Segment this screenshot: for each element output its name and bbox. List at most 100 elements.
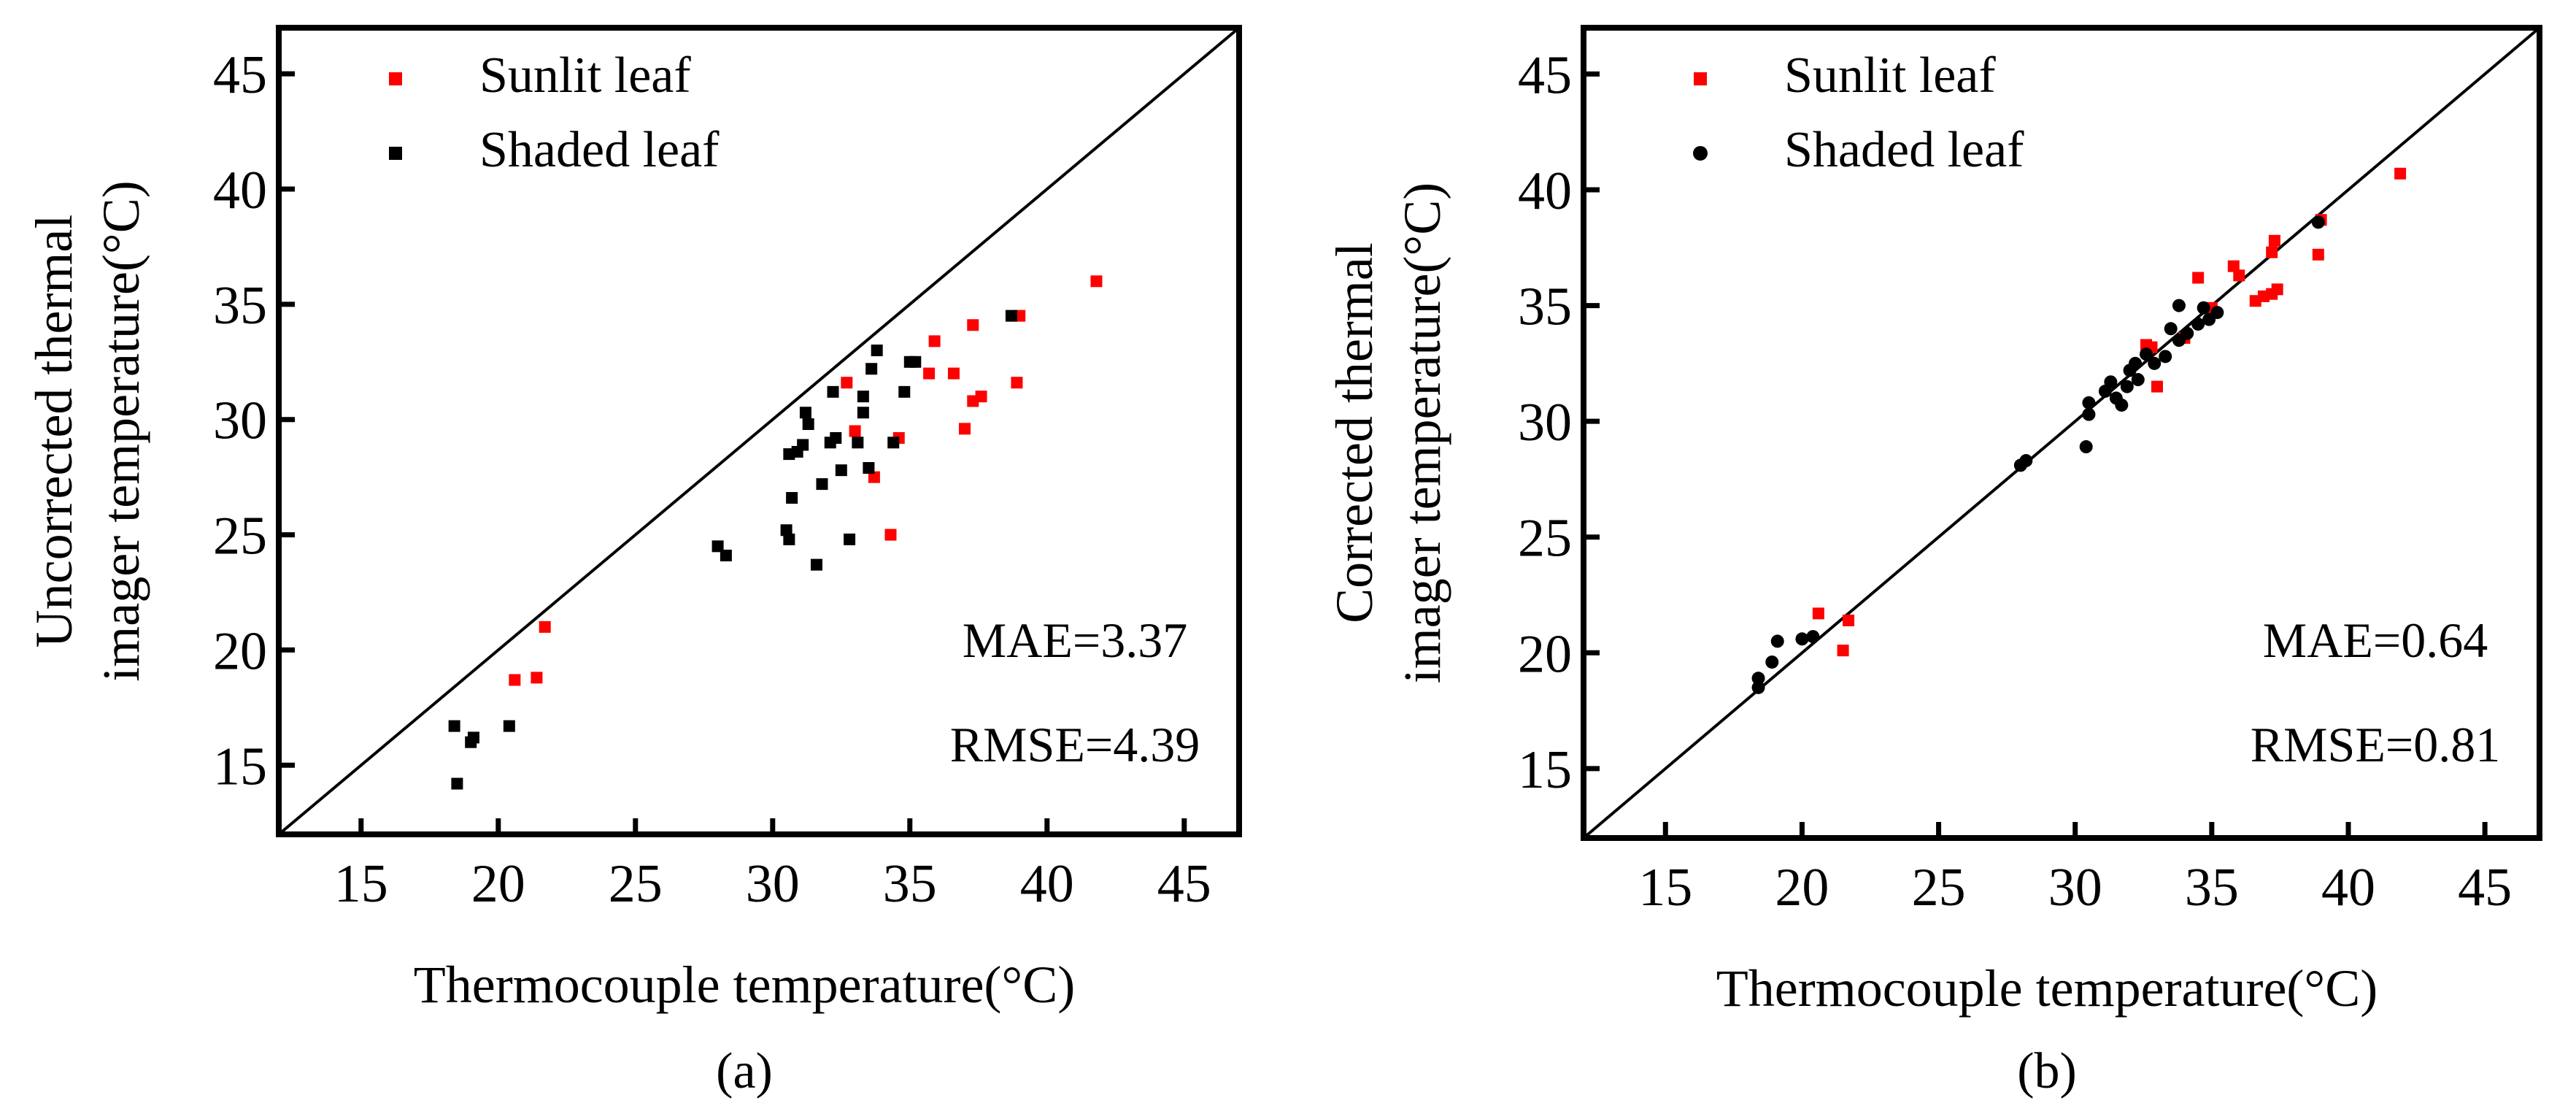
x-tick-label: 45: [1157, 854, 1211, 914]
data-point: [451, 777, 463, 790]
x-tick-label: 15: [334, 854, 388, 914]
data-point: [2082, 396, 2096, 410]
data-point: [923, 367, 936, 380]
data-point: [868, 471, 880, 483]
one-to-one-line: [1582, 26, 2541, 839]
data-point: [720, 549, 732, 561]
data-point: [2140, 347, 2153, 361]
data-point: [2019, 454, 2033, 468]
y-tick-label: 40: [1518, 161, 1572, 221]
tick-group: 15 20 25 30 35 40 45 15 20 25 30 35 40 45: [1518, 45, 2512, 918]
data-point: [2159, 350, 2172, 364]
data-point: [849, 425, 861, 437]
data-point: [1090, 275, 1103, 288]
panel-label: (b): [2017, 1043, 2077, 1099]
data-point: [816, 478, 828, 491]
data-point: [2151, 380, 2163, 393]
data-point: [1751, 672, 1765, 685]
y-tick-label: 25: [213, 507, 267, 566]
y-tick-label: 15: [213, 737, 267, 796]
scatter-panel-b: 15 20 25 30 35 40 45 15 20 25 30 35 40 45 Sunlit leaf…: [1325, 25, 2542, 1099]
y-tick-label: 35: [1518, 277, 1572, 337]
tick-group: 15 20 25 30 35 40 45 15 20 25 30 35 40 45: [213, 45, 1211, 914]
data-point: [863, 462, 875, 474]
data-point: [2271, 283, 2283, 296]
legend: Sunlit leaf Shaded leaf: [1693, 47, 2024, 178]
data-point: [780, 524, 793, 537]
scatter-panel-a: 15 20 25 30 35 40 45 15 20 25 30 35 40 45 Sunlit leaf…: [25, 25, 1242, 1099]
data-point: [852, 437, 864, 449]
data-point: [959, 423, 971, 435]
x-tick-label: 45: [2458, 858, 2512, 918]
x-tick-label: 30: [746, 854, 800, 914]
x-axis-title: Thermocouple temperature(°C): [1716, 959, 2378, 1018]
data-point: [712, 540, 724, 553]
mae-annotation: MAE=3.37: [963, 612, 1187, 668]
data-point: [2120, 380, 2134, 393]
data-point: [1843, 614, 1855, 626]
y-tick-label: 45: [1518, 45, 1572, 105]
data-point: [2394, 167, 2407, 180]
y-axis-title-line2: imager temperature(°C): [1393, 182, 1451, 683]
data-point: [909, 356, 922, 368]
data-point: [1795, 632, 1809, 646]
y-tick-label: 40: [213, 161, 267, 220]
data-point: [887, 437, 900, 449]
y-tick-label: 45: [213, 45, 267, 105]
data-point: [2129, 356, 2143, 370]
data-point: [509, 674, 521, 686]
data-point: [835, 464, 847, 477]
x-tick-label: 40: [2321, 858, 2375, 918]
data-point: [1011, 377, 1023, 389]
data-point: [799, 407, 811, 419]
data-point: [967, 319, 979, 331]
data-point: [1765, 655, 1779, 669]
y-tick-label: 35: [213, 276, 267, 336]
rmse-annotation: RMSE=4.39: [950, 717, 1200, 772]
y-tick-label: 30: [1518, 393, 1572, 453]
point-group: [448, 275, 1103, 790]
data-point: [810, 558, 822, 571]
data-point: [2191, 317, 2205, 331]
data-point: [2148, 356, 2162, 370]
one-to-one-line: [277, 26, 1241, 836]
data-point: [2082, 407, 2096, 421]
data-point: [2079, 440, 2093, 454]
legend-label-sunlit: Sunlit leaf: [1784, 47, 1996, 104]
data-point: [2312, 248, 2324, 261]
legend-label-shaded: Shaded leaf: [479, 122, 720, 178]
y-tick-label: 30: [213, 391, 267, 451]
data-point: [844, 533, 856, 545]
data-point: [827, 385, 839, 398]
data-point: [884, 529, 897, 541]
data-point: [975, 391, 987, 403]
point-group: [1751, 167, 2407, 694]
data-point: [857, 407, 869, 419]
data-point: [2266, 246, 2278, 258]
data-point: [2197, 301, 2210, 315]
data-point: [830, 431, 842, 444]
data-point: [2192, 272, 2205, 284]
data-point: [2164, 322, 2178, 336]
legend-marker-sunlit: [389, 72, 402, 85]
x-tick-label: 15: [1638, 858, 1692, 918]
data-point: [531, 672, 543, 684]
y-tick-label: 20: [213, 621, 267, 681]
legend-label-shaded: Shaded leaf: [1784, 122, 2024, 178]
data-point: [947, 367, 960, 380]
x-tick-label: 35: [883, 854, 937, 914]
data-point: [1806, 630, 1820, 644]
data-point: [898, 385, 911, 398]
data-point: [2104, 375, 2118, 389]
x-tick-label: 30: [2048, 858, 2102, 918]
legend-marker-sunlit: [1694, 72, 1707, 85]
data-point: [928, 335, 941, 347]
data-point: [539, 620, 551, 633]
data-point: [448, 720, 460, 732]
rmse-annotation: RMSE=0.81: [2251, 717, 2501, 772]
data-point: [2115, 398, 2129, 412]
data-point: [503, 720, 515, 732]
data-point: [2131, 373, 2145, 387]
x-tick-label: 40: [1020, 854, 1074, 914]
